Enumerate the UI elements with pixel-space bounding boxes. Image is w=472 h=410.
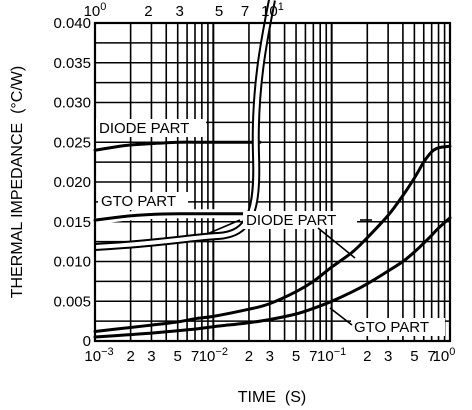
leader-line — [329, 307, 353, 326]
x-tick-label-bottom: 100 — [433, 346, 456, 365]
x-tick-label-bottom: 10−2 — [199, 346, 228, 365]
x-tick-label-bottom: 3 — [266, 348, 274, 365]
label-gto-part-top: GTO PART — [101, 193, 176, 210]
x-tick-label-bottom: 5 — [410, 348, 418, 365]
x-tick-label-bottom: 5 — [292, 348, 300, 365]
y-tick-label: 0.010 — [53, 254, 91, 271]
x-tick-label-bottom: 5 — [174, 348, 182, 365]
curve-diode-part — [93, 144, 452, 333]
y-axis-title: THERMAL IMPEDANCE (°C/W) — [9, 66, 26, 298]
leader-line — [317, 227, 356, 259]
label-diode-part-bg — [243, 211, 357, 229]
y-tick-label: 0.015 — [53, 214, 91, 231]
x-tick-label-bottom: 2 — [363, 348, 371, 365]
curve-gto-part — [93, 216, 452, 339]
plot-frame — [93, 21, 452, 343]
label-gto-part-top-bg — [98, 192, 188, 210]
y-tick-label: 0 — [83, 333, 91, 350]
y-tick-label: 0.035 — [53, 55, 91, 72]
label-gto-part-bg — [351, 318, 445, 336]
tick-labels: 0 0.005 0.010 0.015 0.020 0.025 0.030 0.035 0.04… — [53, 1, 455, 365]
x-tick-label-bottom: 10−3 — [84, 346, 113, 365]
x-tick-label-bottom: 7 — [309, 348, 317, 365]
y-tick-label: 0.025 — [53, 134, 91, 151]
x-tick-label-bottom: 7 — [191, 348, 199, 365]
label-diode-part: DIODE PART — [246, 212, 336, 229]
x-tick-label-bottom: 3 — [384, 348, 392, 365]
x-tick-label-bottom: 2 — [245, 348, 253, 365]
label-gto-part: GTO PART — [354, 319, 429, 336]
curve-diode-part-top — [93, 140, 262, 152]
x-tick-label-bottom: 3 — [147, 348, 155, 365]
x-tick-label-top: 101 — [261, 1, 284, 20]
x-tick-label-top: 5 — [215, 3, 223, 20]
x-axis-title: TIME (S) — [238, 389, 306, 406]
x-tick-label-bottom: 10−1 — [317, 346, 346, 365]
label-diode-part-top-bg — [96, 119, 206, 137]
y-tick-label: 0.030 — [53, 95, 91, 112]
x-tick-label-top: 2 — [144, 3, 152, 20]
label-diode-part-top: DIODE PART — [99, 120, 189, 137]
grid — [95, 23, 450, 341]
y-tick-label: 0.020 — [53, 174, 91, 191]
curves — [93, 0, 452, 339]
x-tick-label-top: 7 — [241, 3, 249, 20]
leader-line — [206, 219, 241, 235]
x-tick-label-bottom: 2 — [126, 348, 134, 365]
curve-gto-part-top — [93, 212, 262, 222]
x-tick-label-top: 3 — [176, 3, 184, 20]
y-tick-label: 0.005 — [53, 293, 91, 310]
x-tick-label-top: 100 — [84, 1, 107, 20]
x-tick-label-bottom: 7 — [427, 348, 435, 365]
y-tick-label: 0.040 — [53, 15, 91, 32]
curve-labels: DIODE PART GTO PART DIODE PART GTO PART — [96, 119, 445, 336]
